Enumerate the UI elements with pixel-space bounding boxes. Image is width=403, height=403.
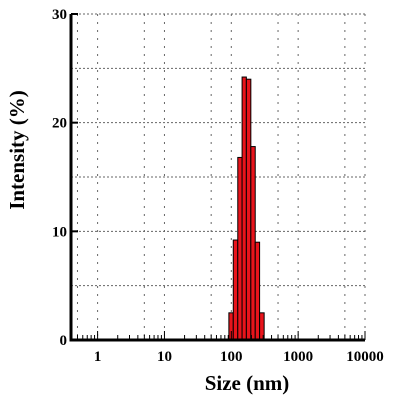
y-axis-title: Intensity (%) bbox=[5, 90, 29, 210]
axes bbox=[69, 14, 365, 342]
x-tick-label: 1000 bbox=[283, 349, 313, 365]
histogram-bar bbox=[250, 146, 256, 341]
histogram-bar bbox=[254, 241, 261, 341]
x-tick-label: 1 bbox=[94, 349, 102, 365]
histogram-bar bbox=[237, 156, 243, 341]
histogram-bar bbox=[232, 239, 239, 341]
y-tick-label: 20 bbox=[52, 116, 67, 132]
grid-lines bbox=[71, 13, 366, 340]
x-tick-label: 10 bbox=[157, 349, 172, 365]
x-tick-label: 100 bbox=[220, 349, 243, 365]
ticks bbox=[70, 13, 366, 341]
y-tick-label: 30 bbox=[52, 7, 67, 23]
bars bbox=[228, 76, 265, 341]
x-axis-title: Size (nm) bbox=[205, 371, 290, 395]
y-tick-label: 10 bbox=[52, 224, 67, 240]
histogram-bar bbox=[245, 78, 252, 341]
x-tick-label: 10000 bbox=[346, 349, 384, 365]
y-tick-label: 0 bbox=[60, 333, 68, 349]
tick-labels: 1 10 100 1000 10000 0 10 20 30 bbox=[52, 7, 384, 365]
histogram-bar bbox=[241, 76, 247, 341]
